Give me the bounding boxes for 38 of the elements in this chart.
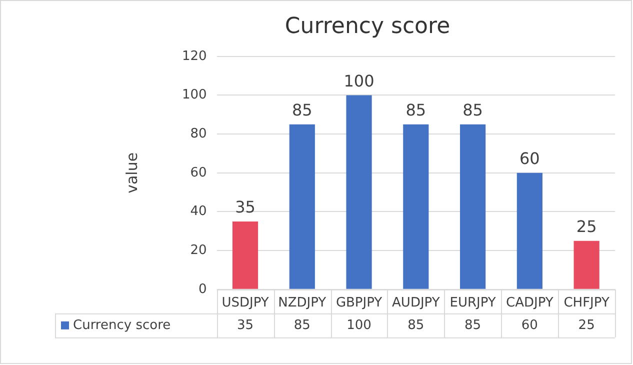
data-label: 60 bbox=[521, 318, 538, 333]
x-tick-label: AUDJPY bbox=[392, 296, 440, 311]
annotation: 85 bbox=[406, 100, 426, 120]
y-tick-label: 20 bbox=[190, 242, 207, 258]
annotation: 35 bbox=[235, 198, 256, 217]
data-label: 25 bbox=[578, 318, 595, 333]
annotation: 25 bbox=[576, 217, 597, 236]
annotation: 100 bbox=[344, 71, 374, 90]
x-tick-label: NZDJPY bbox=[278, 296, 326, 311]
bar bbox=[460, 124, 486, 289]
y-tick-label: 60 bbox=[190, 165, 207, 180]
bar bbox=[232, 221, 258, 289]
bar bbox=[346, 95, 372, 289]
x-tick-label: EURJPY bbox=[450, 296, 496, 311]
data-label: 85 bbox=[464, 318, 482, 333]
y-tick-label: 0 bbox=[198, 282, 207, 297]
data-label: 85 bbox=[294, 318, 310, 333]
bar bbox=[289, 124, 315, 289]
x-tick-label: GBPJPY bbox=[336, 296, 382, 311]
bar bbox=[403, 124, 429, 289]
chart-title: Currency score bbox=[284, 14, 450, 39]
y-tick-label: 100 bbox=[182, 88, 207, 103]
bar bbox=[516, 172, 542, 289]
annotation: 85 bbox=[292, 100, 312, 120]
y-tick-label: 80 bbox=[190, 126, 207, 142]
x-tick-label: USDJPY bbox=[222, 296, 269, 311]
annotation: 60 bbox=[519, 149, 540, 168]
data-label: 35 bbox=[236, 318, 254, 333]
x-tick-label: CADJPY bbox=[506, 296, 554, 311]
y-axis-title: value bbox=[122, 152, 141, 194]
y-tick-label: 40 bbox=[190, 204, 207, 220]
x-tick-label: CHFJPY bbox=[564, 296, 610, 311]
data-label: 85 bbox=[408, 318, 424, 333]
bar bbox=[574, 240, 600, 289]
y-tick-label: 120 bbox=[182, 48, 207, 64]
legend-label: Currency score bbox=[73, 318, 171, 333]
data-label: 100 bbox=[346, 318, 372, 333]
annotation: 85 bbox=[462, 100, 483, 120]
